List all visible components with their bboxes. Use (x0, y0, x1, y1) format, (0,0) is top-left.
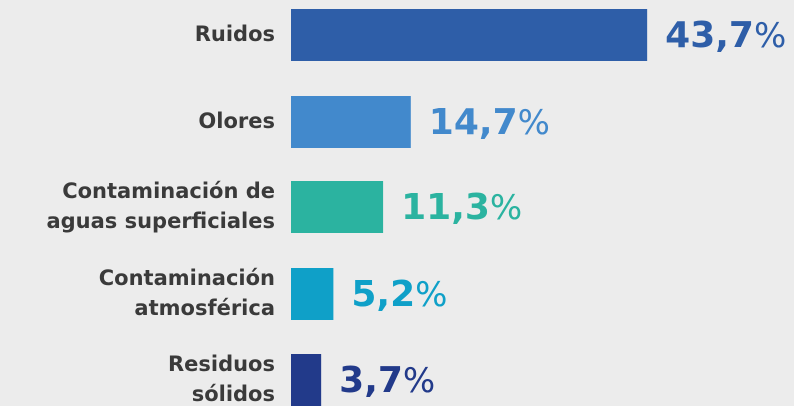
value-unit: % (490, 188, 522, 228)
bar (291, 181, 384, 233)
value-number: 3,7 (339, 360, 403, 401)
value-unit: % (415, 275, 447, 315)
bar (291, 9, 648, 61)
value-unit: % (403, 361, 435, 401)
category-label: Contaminación de aguas superficiales (46, 179, 275, 233)
category-label: Olores (198, 109, 275, 133)
bar (291, 354, 322, 406)
value-label: 11,3% (401, 187, 522, 228)
value-label: 14,7% (429, 102, 550, 143)
value-number: 14,7 (429, 102, 518, 143)
bar (291, 268, 334, 320)
category-label: Contaminación atmosférica (99, 266, 275, 320)
value-label: 5,2% (351, 274, 447, 315)
value-label: 3,7% (339, 360, 435, 401)
value-unit: % (518, 103, 550, 143)
value-number: 5,2 (351, 274, 415, 315)
category-label: Residuos sólidos (168, 352, 275, 406)
value-unit: % (754, 16, 786, 56)
category-label: Ruidos (195, 22, 275, 46)
bar (291, 96, 411, 148)
value-number: 43,7 (665, 15, 754, 56)
value-label: 43,7% (665, 15, 786, 56)
value-number: 11,3 (401, 187, 490, 228)
